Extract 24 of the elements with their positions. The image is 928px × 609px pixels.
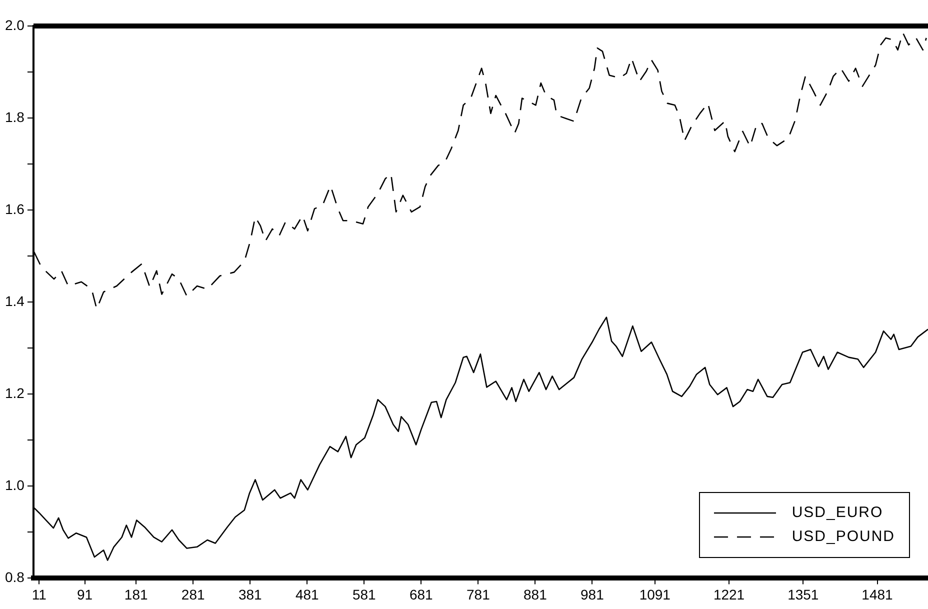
x-tick-label: 481 — [295, 586, 320, 602]
x-tick-label: 281 — [181, 586, 205, 602]
x-tick-label: 1221 — [713, 586, 745, 602]
x-tick-label: 981 — [580, 586, 604, 602]
y-tick-label: 1.2 — [4, 384, 25, 401]
legend-label: USD_POUND — [792, 527, 895, 547]
x-tick-label: 1351 — [788, 586, 819, 602]
y-tick-label: 1.4 — [4, 292, 25, 309]
y-tick-label: 2.0 — [4, 16, 25, 33]
x-tick-label: 881 — [524, 586, 548, 602]
x-tick-label: 91 — [76, 586, 93, 602]
x-tick-label: 1481 — [862, 586, 894, 602]
x-tick-label: 181 — [124, 586, 148, 602]
x-tick-label: 1091 — [639, 586, 671, 602]
x-tick-label: 781 — [466, 586, 490, 602]
y-tick-label: 1.8 — [4, 108, 25, 125]
x-tick-label: 581 — [352, 586, 376, 602]
y-tick-label: 0.8 — [4, 569, 25, 586]
y-tick-label: 1.6 — [4, 200, 25, 217]
x-tick-label: 11 — [32, 586, 47, 602]
x-tick-label: 681 — [409, 586, 434, 602]
x-tick-label: 381 — [238, 586, 262, 602]
legend-label: USD_EURO — [792, 503, 884, 523]
y-tick-label: 1.0 — [4, 477, 25, 494]
